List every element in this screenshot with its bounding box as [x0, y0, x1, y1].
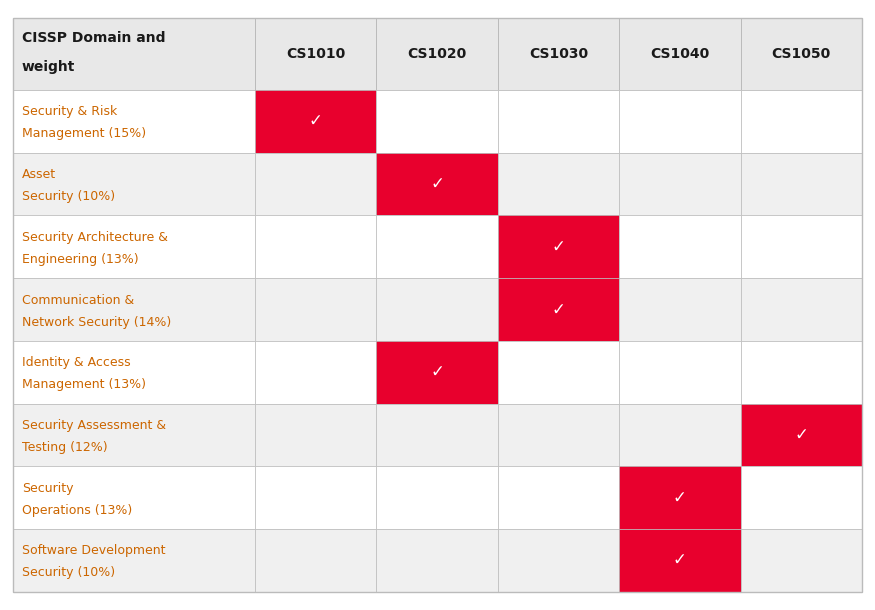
Text: Security: Security [22, 482, 74, 495]
Bar [255, 404, 376, 466]
Bar [255, 278, 376, 341]
Bar [620, 466, 740, 529]
Text: CS1050: CS1050 [772, 47, 831, 61]
Text: Identity & Access: Identity & Access [22, 356, 130, 369]
Text: CS1040: CS1040 [650, 47, 710, 61]
Text: ✓: ✓ [430, 175, 444, 193]
Text: Asset: Asset [22, 168, 56, 181]
Bar [740, 278, 862, 341]
Bar [13, 404, 255, 466]
Text: Security Assessment &: Security Assessment & [22, 419, 166, 432]
Text: ✓: ✓ [794, 426, 808, 444]
Bar [376, 529, 498, 592]
Bar [620, 90, 740, 152]
Text: Management (13%): Management (13%) [22, 378, 146, 391]
Text: ✓: ✓ [551, 301, 565, 318]
Bar [498, 18, 620, 90]
Bar [740, 152, 862, 215]
Bar [498, 215, 620, 278]
Bar [620, 18, 740, 90]
Text: CS1020: CS1020 [408, 47, 466, 61]
Bar [376, 466, 498, 529]
Bar [376, 90, 498, 152]
Bar [620, 278, 740, 341]
Bar [13, 278, 255, 341]
Text: CISSP Domain and: CISSP Domain and [22, 31, 165, 45]
Bar [255, 215, 376, 278]
Bar [13, 466, 255, 529]
Text: Communication &: Communication & [22, 293, 134, 307]
Bar [255, 18, 376, 90]
Bar [376, 341, 498, 404]
Text: ✓: ✓ [430, 363, 444, 381]
Bar [620, 529, 740, 592]
Bar [255, 529, 376, 592]
Bar [620, 404, 740, 466]
Bar [740, 90, 862, 152]
Bar [376, 215, 498, 278]
Bar [498, 278, 620, 341]
Text: Security (10%): Security (10%) [22, 190, 115, 203]
Text: ✓: ✓ [673, 551, 687, 569]
Bar [13, 152, 255, 215]
Bar [620, 215, 740, 278]
Text: Software Development: Software Development [22, 545, 165, 558]
Bar [255, 466, 376, 529]
Bar [13, 90, 255, 152]
Text: Security & Risk: Security & Risk [22, 106, 117, 118]
Bar [740, 529, 862, 592]
Text: Security Architecture &: Security Architecture & [22, 231, 168, 244]
Bar [620, 152, 740, 215]
Bar [498, 529, 620, 592]
Bar [498, 341, 620, 404]
Bar [498, 466, 620, 529]
Bar [740, 404, 862, 466]
Text: Operations (13%): Operations (13%) [22, 504, 132, 517]
Bar [498, 152, 620, 215]
Text: ✓: ✓ [673, 489, 687, 507]
Bar [740, 466, 862, 529]
Bar [13, 215, 255, 278]
Text: ✓: ✓ [309, 112, 323, 131]
Bar [376, 152, 498, 215]
Text: Management (15%): Management (15%) [22, 127, 146, 140]
Bar [13, 529, 255, 592]
Bar [498, 404, 620, 466]
Text: Network Security (14%): Network Security (14%) [22, 315, 172, 329]
Text: Testing (12%): Testing (12%) [22, 441, 108, 454]
Bar [740, 18, 862, 90]
Bar [255, 90, 376, 152]
Text: CS1030: CS1030 [528, 47, 588, 61]
Bar [255, 152, 376, 215]
Text: ✓: ✓ [551, 238, 565, 256]
Bar [620, 341, 740, 404]
Bar [13, 18, 255, 90]
Bar [376, 18, 498, 90]
Bar [376, 404, 498, 466]
Text: Engineering (13%): Engineering (13%) [22, 253, 138, 266]
Text: CS1010: CS1010 [286, 47, 346, 61]
Bar [376, 278, 498, 341]
Text: weight: weight [22, 60, 75, 74]
Bar [740, 341, 862, 404]
Bar [13, 341, 255, 404]
Text: Security (10%): Security (10%) [22, 567, 115, 580]
Bar [498, 90, 620, 152]
Bar [255, 341, 376, 404]
Bar [740, 215, 862, 278]
